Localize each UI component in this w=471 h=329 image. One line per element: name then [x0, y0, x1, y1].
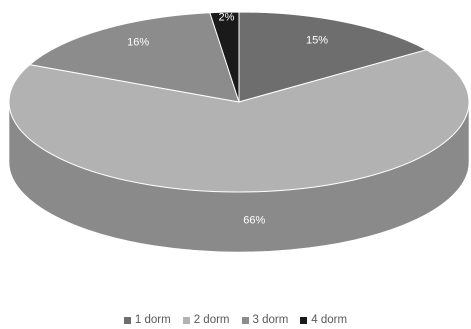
legend-item-1-dorm: 1 dorm — [123, 314, 171, 326]
legend-label-3-dorm: 3 dorm — [252, 314, 289, 326]
pie-slice-1-dorm — [238, 11, 427, 103]
pie-data-labels: 15% 66% 16% 2% — [127, 12, 328, 227]
pie-slice-3-dorm — [29, 12, 240, 103]
data-label-2-dorm: 66% — [243, 215, 265, 227]
legend-swatch-4-dorm — [300, 316, 308, 324]
data-label-4-dorm: 2% — [219, 12, 235, 24]
data-label-3-dorm: 16% — [127, 36, 149, 48]
legend-label-4-dorm: 4 dorm — [311, 314, 348, 326]
legend-item-4-dorm: 4 dorm — [300, 314, 347, 326]
pie-slice-2-dorm — [8, 49, 470, 193]
legend-item-2-dorm: 2 dorm — [182, 314, 230, 326]
legend-label-1-dorm: 1 dorm — [134, 314, 171, 326]
chart-legend: 1 dorm 2 dorm 3 dorm 4 dorm — [0, 314, 471, 326]
data-label-1-dorm: 15% — [306, 35, 328, 47]
pie-slices — [8, 11, 470, 193]
legend-swatch-3-dorm — [241, 316, 249, 324]
legend-item-3-dorm: 3 dorm — [241, 314, 289, 326]
legend-label-2-dorm: 2 dorm — [193, 314, 230, 326]
pie-slice-4-dorm — [209, 11, 240, 103]
legend-swatch-2-dorm — [182, 316, 190, 324]
legend-swatch-1-dorm — [123, 316, 131, 324]
